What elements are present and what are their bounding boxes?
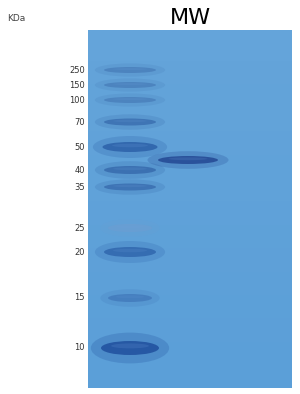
Ellipse shape (112, 144, 148, 147)
Text: MW: MW (169, 8, 211, 28)
Ellipse shape (100, 289, 160, 307)
Ellipse shape (108, 224, 152, 232)
Ellipse shape (95, 179, 165, 195)
Ellipse shape (100, 219, 160, 237)
Ellipse shape (95, 63, 165, 76)
Ellipse shape (95, 78, 165, 91)
Ellipse shape (108, 294, 152, 302)
Ellipse shape (95, 114, 165, 130)
Ellipse shape (104, 247, 156, 257)
Ellipse shape (95, 93, 165, 107)
Text: 35: 35 (74, 182, 85, 191)
Text: 25: 25 (74, 223, 85, 232)
Ellipse shape (104, 184, 156, 191)
Ellipse shape (113, 249, 147, 252)
Ellipse shape (111, 344, 149, 348)
Ellipse shape (104, 97, 156, 103)
Ellipse shape (104, 166, 156, 174)
Text: 100: 100 (69, 95, 85, 104)
Ellipse shape (113, 120, 147, 122)
Ellipse shape (116, 296, 144, 298)
Ellipse shape (113, 185, 147, 187)
Text: 50: 50 (74, 143, 85, 152)
Ellipse shape (113, 98, 147, 100)
Text: 10: 10 (74, 344, 85, 353)
Ellipse shape (101, 341, 159, 355)
Text: 20: 20 (74, 247, 85, 256)
Ellipse shape (103, 142, 158, 152)
Ellipse shape (116, 225, 144, 228)
Ellipse shape (148, 151, 229, 169)
Text: 70: 70 (74, 117, 85, 126)
Ellipse shape (158, 156, 218, 164)
Ellipse shape (104, 67, 156, 73)
Ellipse shape (104, 119, 156, 126)
Bar (88, 30, 292, 388)
Ellipse shape (91, 333, 169, 363)
Text: 40: 40 (74, 165, 85, 175)
Text: 250: 250 (69, 65, 85, 74)
Ellipse shape (95, 161, 165, 179)
Text: KDa: KDa (7, 13, 25, 22)
Ellipse shape (95, 241, 165, 263)
Ellipse shape (104, 82, 156, 88)
Ellipse shape (113, 167, 147, 170)
Ellipse shape (113, 83, 147, 85)
Ellipse shape (169, 157, 208, 160)
Text: 15: 15 (74, 294, 85, 303)
Text: 150: 150 (69, 80, 85, 89)
Ellipse shape (113, 68, 147, 70)
Ellipse shape (93, 136, 167, 158)
